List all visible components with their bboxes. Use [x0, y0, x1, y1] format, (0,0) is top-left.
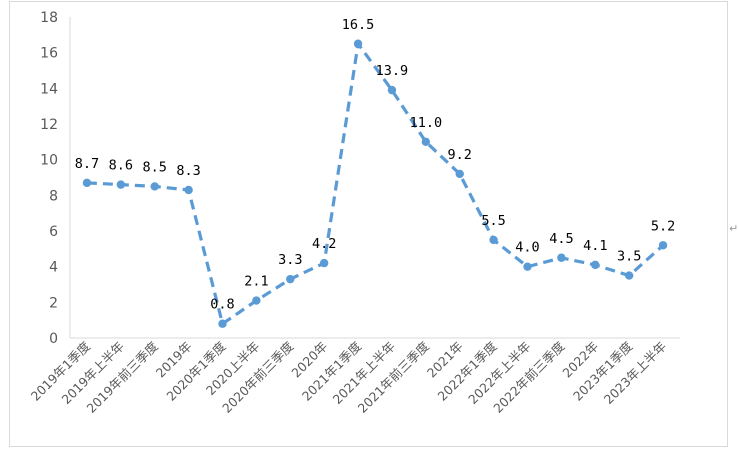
y-tick-label: 2: [49, 295, 58, 311]
data-label: 2.1: [244, 274, 268, 290]
y-tick-label: 16: [40, 46, 58, 62]
data-label: 4.0: [515, 240, 539, 256]
data-point: [150, 182, 159, 191]
data-point: [658, 241, 668, 250]
data-point: [624, 271, 634, 280]
data-point: [557, 253, 566, 262]
y-tick-label: 18: [40, 10, 58, 26]
x-tick-labels: 2019年1季度2019年上半年2019年前三季度2019年2020年1季度20…: [28, 338, 669, 416]
y-tick-labels: 0 2 4 6 8 10 12 14 16 18: [40, 10, 58, 347]
data-point: [319, 258, 329, 268]
data-label: 8.3: [176, 163, 200, 179]
y-tick-label: 10: [40, 153, 58, 169]
edge-mark: ↵: [729, 222, 739, 235]
data-point: [184, 185, 193, 195]
data-label: 4.2: [312, 236, 336, 252]
y-tick-label: 14: [40, 81, 58, 97]
data-point: [455, 169, 464, 179]
data-label: 4.5: [549, 231, 573, 247]
data-label: 8.7: [75, 156, 99, 172]
data-point: [353, 39, 363, 48]
data-label: 0.8: [210, 297, 234, 313]
data-labels: 8.7 8.6 8.5 8.3 0.8 2.1 3.3 4.2 16.5 13.9 11.0 9.2 5…: [75, 17, 676, 313]
data-point: [218, 319, 227, 328]
data-label: 3.5: [617, 249, 641, 265]
data-label: 3.3: [278, 252, 302, 268]
data-label: 9.2: [448, 147, 472, 163]
chart-frame: [9, 1, 728, 447]
data-point: [489, 235, 498, 245]
data-point: [116, 180, 126, 189]
y-tick-label: 12: [40, 117, 58, 133]
data-label: 11.0: [410, 115, 443, 131]
y-tick-label: 8: [49, 188, 58, 204]
data-label: 8.5: [143, 159, 167, 175]
data-label: 8.6: [109, 158, 133, 174]
y-tick-label: 4: [49, 260, 58, 276]
data-point: [421, 137, 431, 147]
data-point: [82, 178, 92, 188]
y-tick-label: 0: [49, 331, 58, 347]
data-label: 4.1: [583, 238, 607, 254]
series-line: [82, 39, 668, 328]
data-label: 16.5: [342, 17, 375, 33]
data-label: 5.5: [481, 213, 505, 229]
data-label: 5.2: [651, 218, 675, 234]
y-tick-label: 6: [49, 224, 58, 240]
data-point: [387, 85, 397, 95]
series-polyline: [86, 42, 665, 326]
data-label: 13.9: [376, 63, 409, 79]
data-point: [523, 262, 532, 271]
data-point: [286, 274, 295, 284]
data-point: [252, 296, 261, 305]
data-point: [591, 260, 600, 270]
